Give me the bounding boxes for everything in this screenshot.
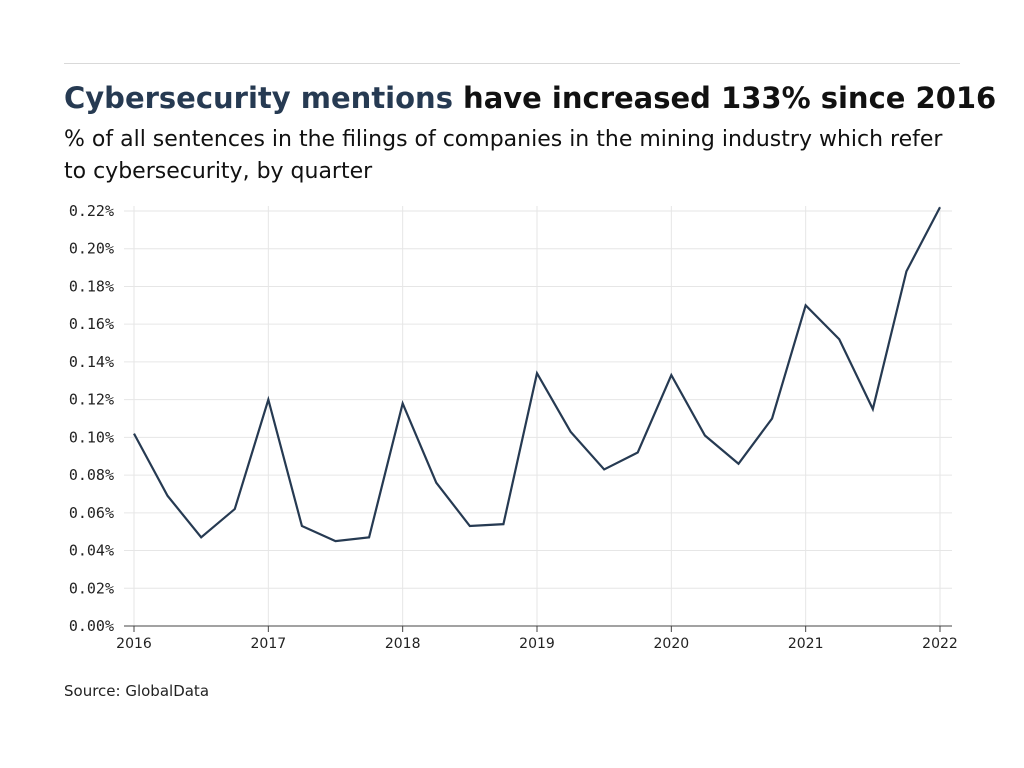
y-tick-label: 0.18% <box>69 277 114 295</box>
y-tick-label: 0.12% <box>69 391 114 409</box>
series-line <box>133 206 941 543</box>
x-tick-label: 2017 <box>251 636 287 652</box>
top-divider <box>64 63 960 64</box>
y-tick-label: 0.14% <box>69 353 114 371</box>
x-tick-label: 2020 <box>654 636 690 652</box>
chart-subtitle: % of all sentences in the filings of com… <box>64 127 943 184</box>
grid-lines <box>124 206 952 626</box>
x-tick-label: 2016 <box>116 636 152 652</box>
x-tick-label: 2018 <box>385 636 421 652</box>
y-tick-label: 0.04% <box>69 542 114 560</box>
chart-title: Cybersecurity mentions have increased 13… <box>64 80 996 116</box>
axes <box>124 625 952 632</box>
y-tick-label: 0.08% <box>69 466 114 484</box>
chart-title-highlight: Cybersecurity mentions <box>64 81 453 115</box>
source-note: Source: GlobalData <box>64 682 210 700</box>
y-tick-label: 0.22% <box>69 202 114 220</box>
chart-title-rest: have increased 133% since 2016 <box>452 81 997 115</box>
y-tick-label: 0.02% <box>69 579 114 597</box>
y-axis-tick-labels: 0.00% 0.02% 0.04% 0.06% 0.08% 0.10% 0.12% 0.14%… <box>69 202 114 635</box>
x-tick-label: 2021 <box>788 636 824 652</box>
y-tick-label: 0.00% <box>69 617 114 635</box>
y-tick-label: 0.20% <box>69 240 114 258</box>
x-tick-label: 2019 <box>519 636 555 652</box>
x-axis-tick-labels: 2016 2017 2018 2019 2020 2021 2022 <box>116 636 958 652</box>
y-tick-label: 0.10% <box>69 428 114 446</box>
y-tick-label: 0.16% <box>69 315 114 333</box>
y-tick-label: 0.06% <box>69 504 114 522</box>
series-layer <box>133 206 941 543</box>
x-tick-label: 2022 <box>922 636 958 652</box>
